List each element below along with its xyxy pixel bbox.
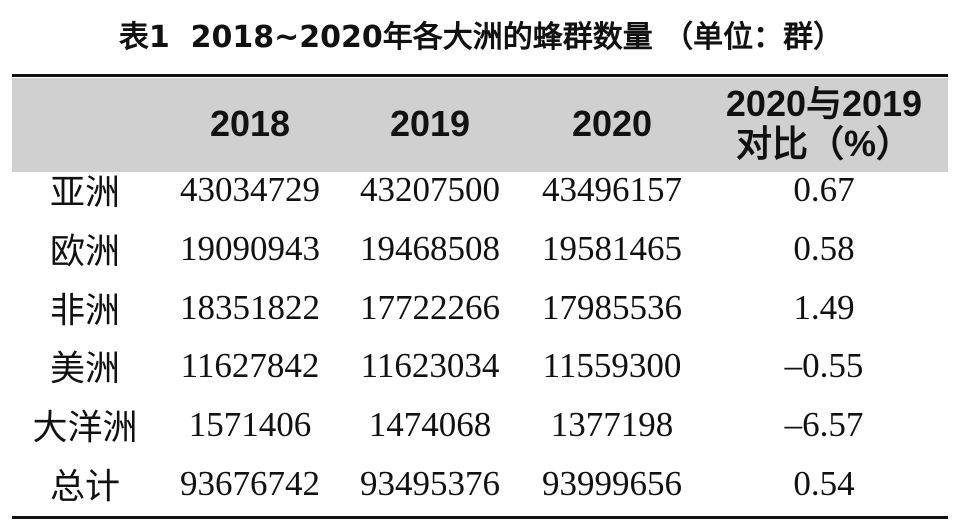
row-label: 总计 (49, 467, 121, 507)
data-cell: 1571406 (188, 405, 312, 445)
data-cell: 18351822 (180, 287, 320, 327)
data-cell: 17722266 (360, 287, 500, 327)
row-label: 美洲 (49, 349, 121, 389)
data-cell: –6.57 (784, 405, 864, 445)
data-cell: 1474068 (368, 405, 492, 445)
header-line: 对比（%） (735, 123, 912, 164)
row-label: 非洲 (49, 291, 121, 331)
data-cell: 19090943 (180, 228, 320, 268)
data-cell: 11627842 (180, 346, 320, 386)
data-cell: 93999656 (542, 464, 682, 503)
top-rule (12, 74, 948, 77)
row-label: 欧洲 (49, 232, 121, 272)
data-cell: 11559300 (542, 346, 682, 386)
data-cell: 11623034 (360, 346, 500, 386)
header-cell: 2020 (571, 103, 653, 144)
row-label: 大洋洲 (32, 408, 138, 448)
data-cell: 43034729 (180, 170, 320, 209)
data-cell: 43496157 (542, 170, 682, 209)
data-cell: 1377198 (550, 405, 674, 445)
header-band (12, 78, 948, 172)
table-title: 表1 2018~2020年各大洲的蜂群数量 （单位：群） (118, 20, 844, 55)
row-label: 亚洲 (49, 173, 121, 213)
data-cell: 0.67 (793, 170, 855, 209)
data-cell: 0.58 (793, 228, 855, 268)
data-cell: 17985536 (542, 287, 682, 327)
header-cell: 2019 (389, 103, 471, 144)
data-cell: 19468508 (360, 228, 500, 268)
data-cell: 93495376 (360, 464, 500, 503)
data-cell: 43207500 (360, 170, 500, 209)
header-cell: 2020与2019 对比（%） (726, 84, 922, 164)
data-cell: 0.54 (793, 464, 855, 503)
header-line: 2020与2019 (725, 83, 923, 124)
header-cell: 2018 (209, 103, 291, 144)
data-cell: 93676742 (180, 464, 320, 503)
data-cell: 1.49 (793, 287, 855, 327)
bottom-rule (12, 516, 948, 519)
data-cell: –0.55 (784, 346, 864, 386)
data-cell: 19581465 (542, 228, 682, 268)
